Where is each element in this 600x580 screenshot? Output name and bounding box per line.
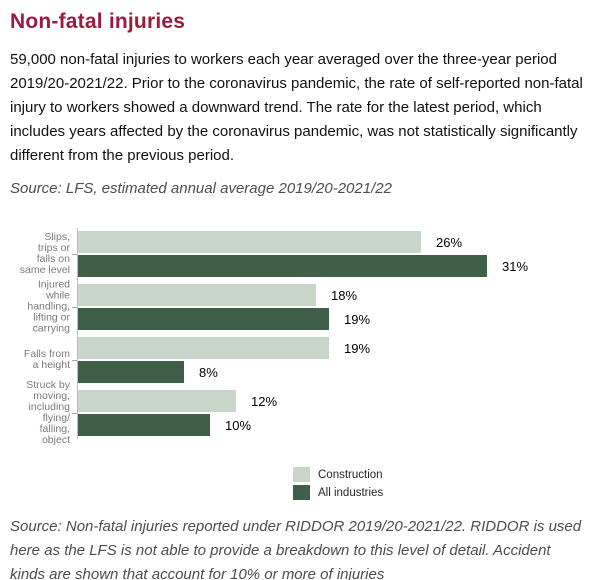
bar-value-label: 8% [199,364,218,380]
bar-value-label: 26% [436,234,463,250]
bar-construction [78,284,316,306]
bar-all-industries [78,255,487,277]
bar-construction [78,390,236,412]
legend-swatch-icon [293,467,310,482]
intro-paragraph: 59,000 non-fatal injuries to workers eac… [10,51,583,164]
chart-rows: Slips, trips or falls on same level 26% 31… [20,228,588,446]
legend-item-construction: Construction [293,467,588,482]
bar-value-label: 18% [331,287,358,303]
bar-row: 10% [78,414,588,436]
bar-row: 12% [78,390,588,412]
bar-row: 19% [78,337,588,359]
bar-all-industries [78,308,329,330]
bar-all-industries [78,361,184,383]
bar-row: 19% [78,308,588,330]
bar-construction [78,337,329,359]
category-axis-label: Slips, trips or falls on same level [19,231,70,276]
bar-construction [78,231,421,253]
bar-row: 26% [78,231,588,253]
bar-row: 31% [78,255,588,277]
chart-category-group-struck-by-moving-inc: Struck by moving, including flying/ fall… [26,380,588,446]
legend-label: All industries [318,486,384,499]
footer-source-note: Source: Non-fatal injuries reported unde… [10,518,582,580]
legend-swatch-icon [293,485,310,500]
legend-item-all-industries: All industries [293,485,588,500]
bar-row: 18% [78,284,588,306]
bar-row: 8% [78,361,588,383]
bar-value-label: 19% [344,340,371,356]
chart-legend: Construction All industries [293,467,588,500]
chart-category-group-slips-trips-or-falls: Slips, trips or falls on same level 26% 31… [20,231,588,277]
category-axis-label: Injured while handling, lifting or carry… [27,278,70,335]
bar-value-label: 31% [502,258,529,274]
chart-category-group-falls-from-a-height: Falls from a height 19% 8% [24,337,588,383]
category-axis-label: Struck by moving, including flying/ fall… [26,379,70,446]
chart-source-note: Source: LFS, estimated annual average 20… [10,180,392,197]
chart-category-group-injured-while-handli: Injured while handling, lifting or carry… [27,279,588,334]
legend-label: Construction [318,468,383,481]
bar-value-label: 19% [344,311,371,327]
category-axis-label: Falls from a height [23,348,70,371]
bar-value-label: 10% [225,417,252,433]
bar-value-label: 12% [251,393,278,409]
bar-all-industries [78,414,210,436]
page-title: Non-fatal injuries [10,10,186,33]
injury-kind-bar-chart: Slips, trips or falls on same level 26% 31… [10,228,588,500]
